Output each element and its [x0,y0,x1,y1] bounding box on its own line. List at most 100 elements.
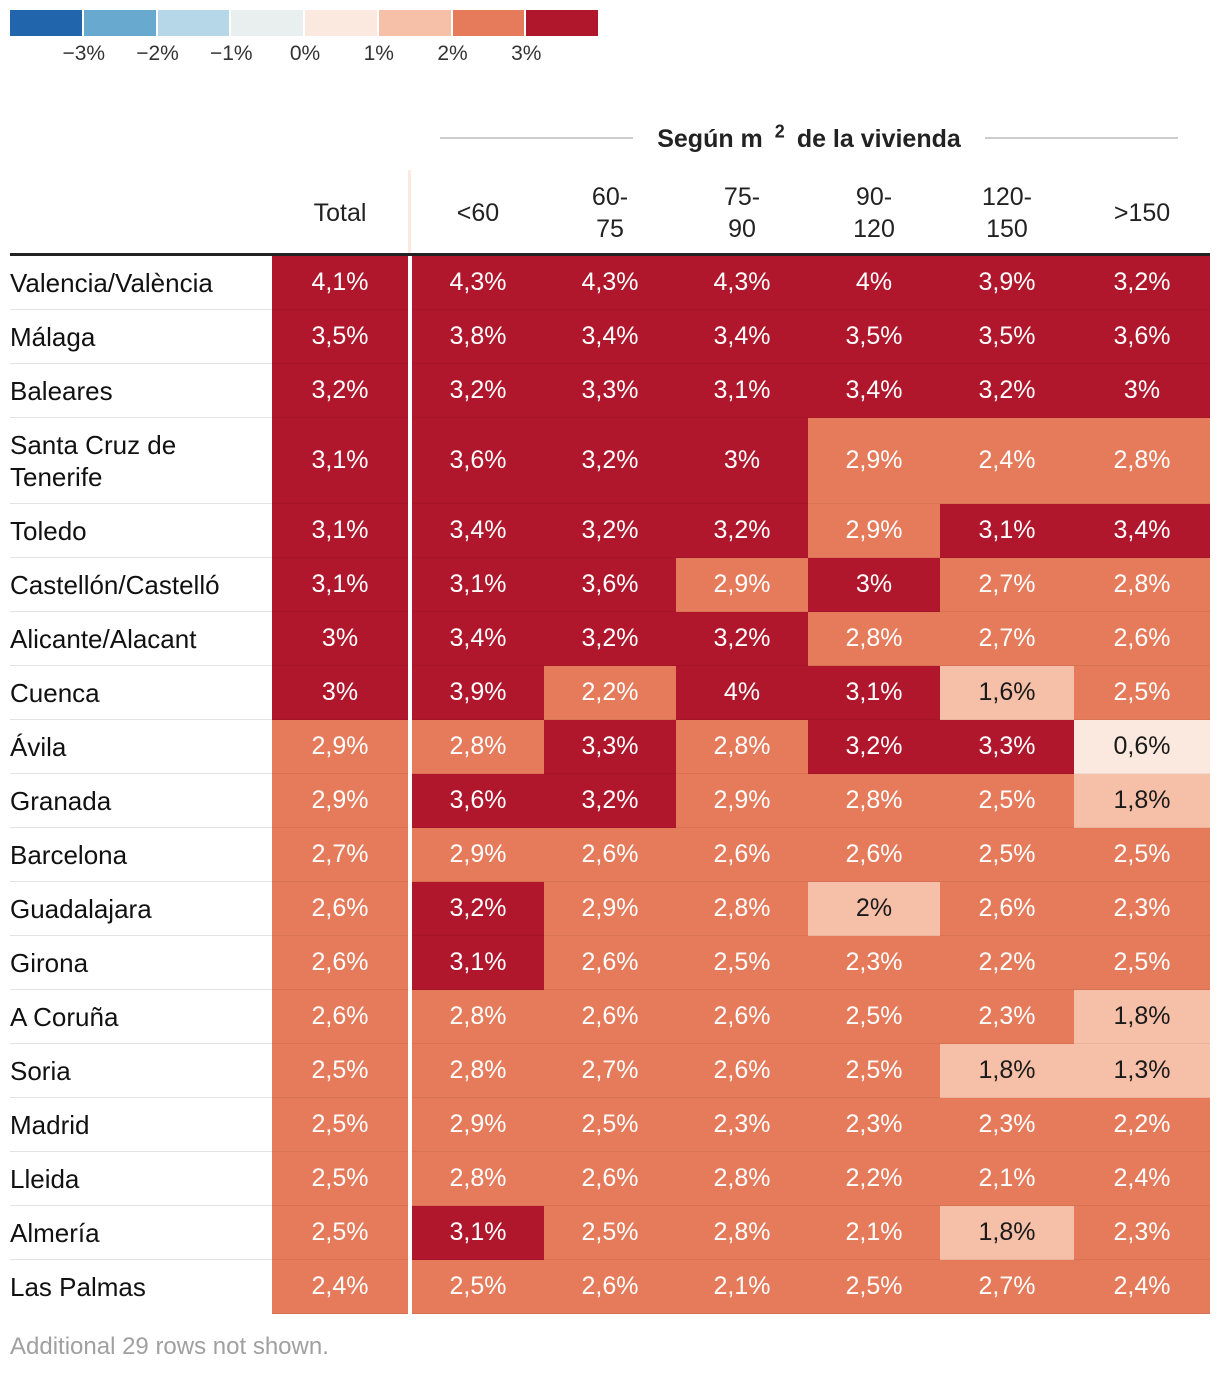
heatmap-cell: 2,8% [412,720,544,774]
heatmap-cell: 3,1% [412,558,544,612]
heatmap-cell: 3,5% [808,310,940,364]
heatmap-cell: 2,9% [676,558,808,612]
row-label: Soria [10,1056,71,1086]
heatmap-cell: 3,2% [808,720,940,774]
heatmap-cell: 3,6% [412,418,544,504]
heatmap-cell: 2,9% [412,828,544,882]
row-separator [10,827,272,828]
heatmap-cell: 3,2% [1074,256,1210,310]
heatmap-cell: 4,3% [676,256,808,310]
column-header-line: 150 [986,215,1028,243]
row-label: Granada [10,786,112,816]
heatmap-cell: 2,6% [676,990,808,1044]
heatmap-cell: 2,5% [544,1098,676,1152]
column-header: <60 [412,172,544,254]
heatmap-cell: 3,1% [272,504,408,558]
row-separator [10,1097,272,1098]
row-label: Ávila [10,732,67,762]
heatmap-cell: 2,9% [412,1098,544,1152]
heatmap-cell: 2,5% [272,1206,408,1260]
heatmap-cell: 2,9% [808,418,940,504]
heatmap-cell: 3,6% [412,774,544,828]
heatmap-cell: 2,7% [940,558,1074,612]
column-header: 75- 90 [676,172,808,254]
group-rule-left [440,137,640,139]
heatmap-cell: 2,8% [412,1044,544,1098]
heatmap-cell: 3,3% [940,720,1074,774]
heatmap-cell: 4,3% [544,256,676,310]
heatmap-cell: 2,6% [544,936,676,990]
row-separator [10,935,272,936]
heatmap-cell: 2,9% [272,774,408,828]
heatmap-cell: 2,9% [808,504,940,558]
heatmap-cell: 2% [808,882,940,936]
heatmap-cell: 2,4% [1074,1152,1210,1206]
row-label: Almería [10,1218,100,1248]
heatmap-cell: 2,4% [272,1260,408,1314]
heatmap-cell: 3,4% [676,310,808,364]
column-header-line: 120 [853,215,895,243]
heatmap-cell: 3% [272,612,408,666]
heatmap-cell: 3,1% [272,418,408,504]
heatmap-cell: 2,4% [940,418,1074,504]
heatmap-cell: 1,8% [1074,990,1210,1044]
legend-tick-label: −3% [62,42,106,65]
heatmap-cell: 2,3% [940,990,1074,1044]
header-divider [408,170,411,256]
legend-color-bar [10,10,600,36]
heatmap-cell: 2,7% [940,612,1074,666]
column-header-line: <60 [456,199,500,227]
heatmap-cell: 3,2% [676,612,808,666]
heatmap-cell: 3% [1074,364,1210,418]
legend-tick-label: 2% [437,42,468,65]
heatmap-cell: 3,4% [412,504,544,558]
heatmap-cell: 1,8% [940,1044,1074,1098]
heatmap-cell: 3,8% [412,310,544,364]
heatmap-cell: 4,1% [272,256,408,310]
heatmap-cell: 2,5% [676,936,808,990]
group-title-rest: de la vivienda [784,125,973,154]
heatmap-cell: 2,1% [940,1152,1074,1206]
heatmap-cell: 2,5% [272,1044,408,1098]
row-separator [10,989,272,990]
row-separator [10,665,272,666]
heatmap-cell: 3,2% [940,364,1074,418]
heatmap-cell: 2,8% [676,720,808,774]
legend-swatch [452,10,525,36]
heatmap-cell: 3,2% [544,612,676,666]
column-header: 90- 120 [808,172,940,254]
heatmap-cell: 2,6% [544,990,676,1044]
heatmap-cell: 2,6% [544,1152,676,1206]
heatmap-cell: 2,3% [808,936,940,990]
column-header: Total [313,199,367,227]
heatmap-cell: 2,8% [808,612,940,666]
row-label: Lleida [10,1164,80,1194]
heatmap-cell: 2,6% [676,1044,808,1098]
heatmap-cell: 3,3% [544,720,676,774]
heatmap-cell: 2,5% [412,1260,544,1314]
heatmap-cell: 4% [808,256,940,310]
legend-swatch [526,10,598,36]
heatmap-cell: 2,3% [1074,1206,1210,1260]
heatmap-cell: 2,7% [272,828,408,882]
heatmap-cell: 2,5% [1074,936,1210,990]
heatmap-cell: 2,2% [544,666,676,720]
heatmap-cell: 3,5% [940,310,1074,364]
row-label: Málaga [10,322,96,352]
heatmap-cell: 3,4% [412,612,544,666]
heatmap-cell: 2,8% [676,882,808,936]
heatmap-cell: 2,6% [272,882,408,936]
color-legend: −3% −2% −1% 0% 1% 2% 3% [10,10,600,65]
heatmap-cell: 2,2% [1074,1098,1210,1152]
row-label: Cuenca [10,678,100,708]
legend-swatch [83,10,156,36]
row-separator [10,1259,272,1260]
legend-swatch [157,10,230,36]
heatmap-cell: 3% [272,666,408,720]
heatmap-cell: 1,8% [1074,774,1210,828]
footnote: Additional 29 rows not shown. [10,1333,329,1360]
heatmap-cell: 2,1% [676,1260,808,1314]
row-separator [10,719,272,720]
heatmap-cell: 2,8% [412,1152,544,1206]
heatmap-cell: 2,9% [272,720,408,774]
